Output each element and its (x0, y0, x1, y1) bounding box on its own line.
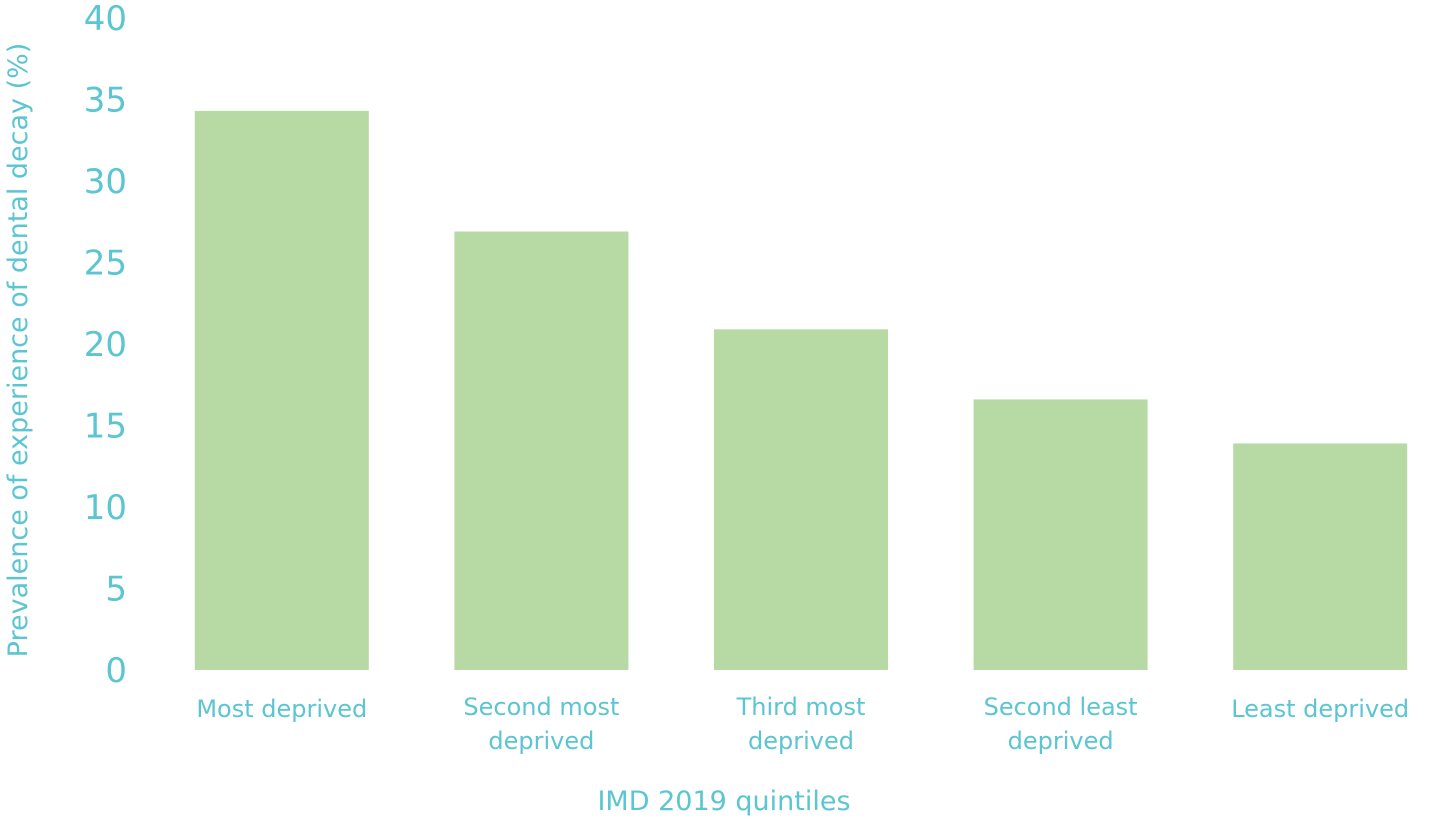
y-tick-label: 25 (84, 244, 127, 284)
x-category-label: Second least deprived (984, 693, 1138, 755)
y-tick-label: 20 (84, 325, 127, 365)
x-category-label: Least deprived (1231, 695, 1409, 723)
bar (454, 231, 629, 670)
y-tick-label: 40 (84, 0, 127, 39)
bar (1233, 443, 1408, 670)
bars (194, 110, 1408, 670)
y-tick-label: 5 (105, 570, 127, 610)
y-tick-label: 10 (84, 488, 127, 528)
x-category-label: Second most deprived (463, 693, 619, 755)
y-tick-label: 15 (84, 407, 127, 447)
y-tick-label: 30 (84, 162, 127, 202)
y-tick-label: 35 (84, 81, 127, 121)
x-category-label: Third most deprived (736, 693, 866, 755)
x-category-label: Most deprived (196, 695, 367, 723)
bar (973, 399, 1148, 670)
bar (194, 110, 369, 670)
bar (714, 329, 888, 670)
y-axis-ticks: 0 5 10 15 20 25 30 35 40 (84, 0, 127, 691)
y-axis-title: Prevalence of experience of dental decay… (3, 43, 34, 658)
x-axis-title: IMD 2019 quintiles (597, 786, 850, 817)
x-axis-category-labels: Most deprived Second most deprived Third mo… (196, 693, 1409, 755)
y-tick-label: 0 (105, 651, 127, 691)
